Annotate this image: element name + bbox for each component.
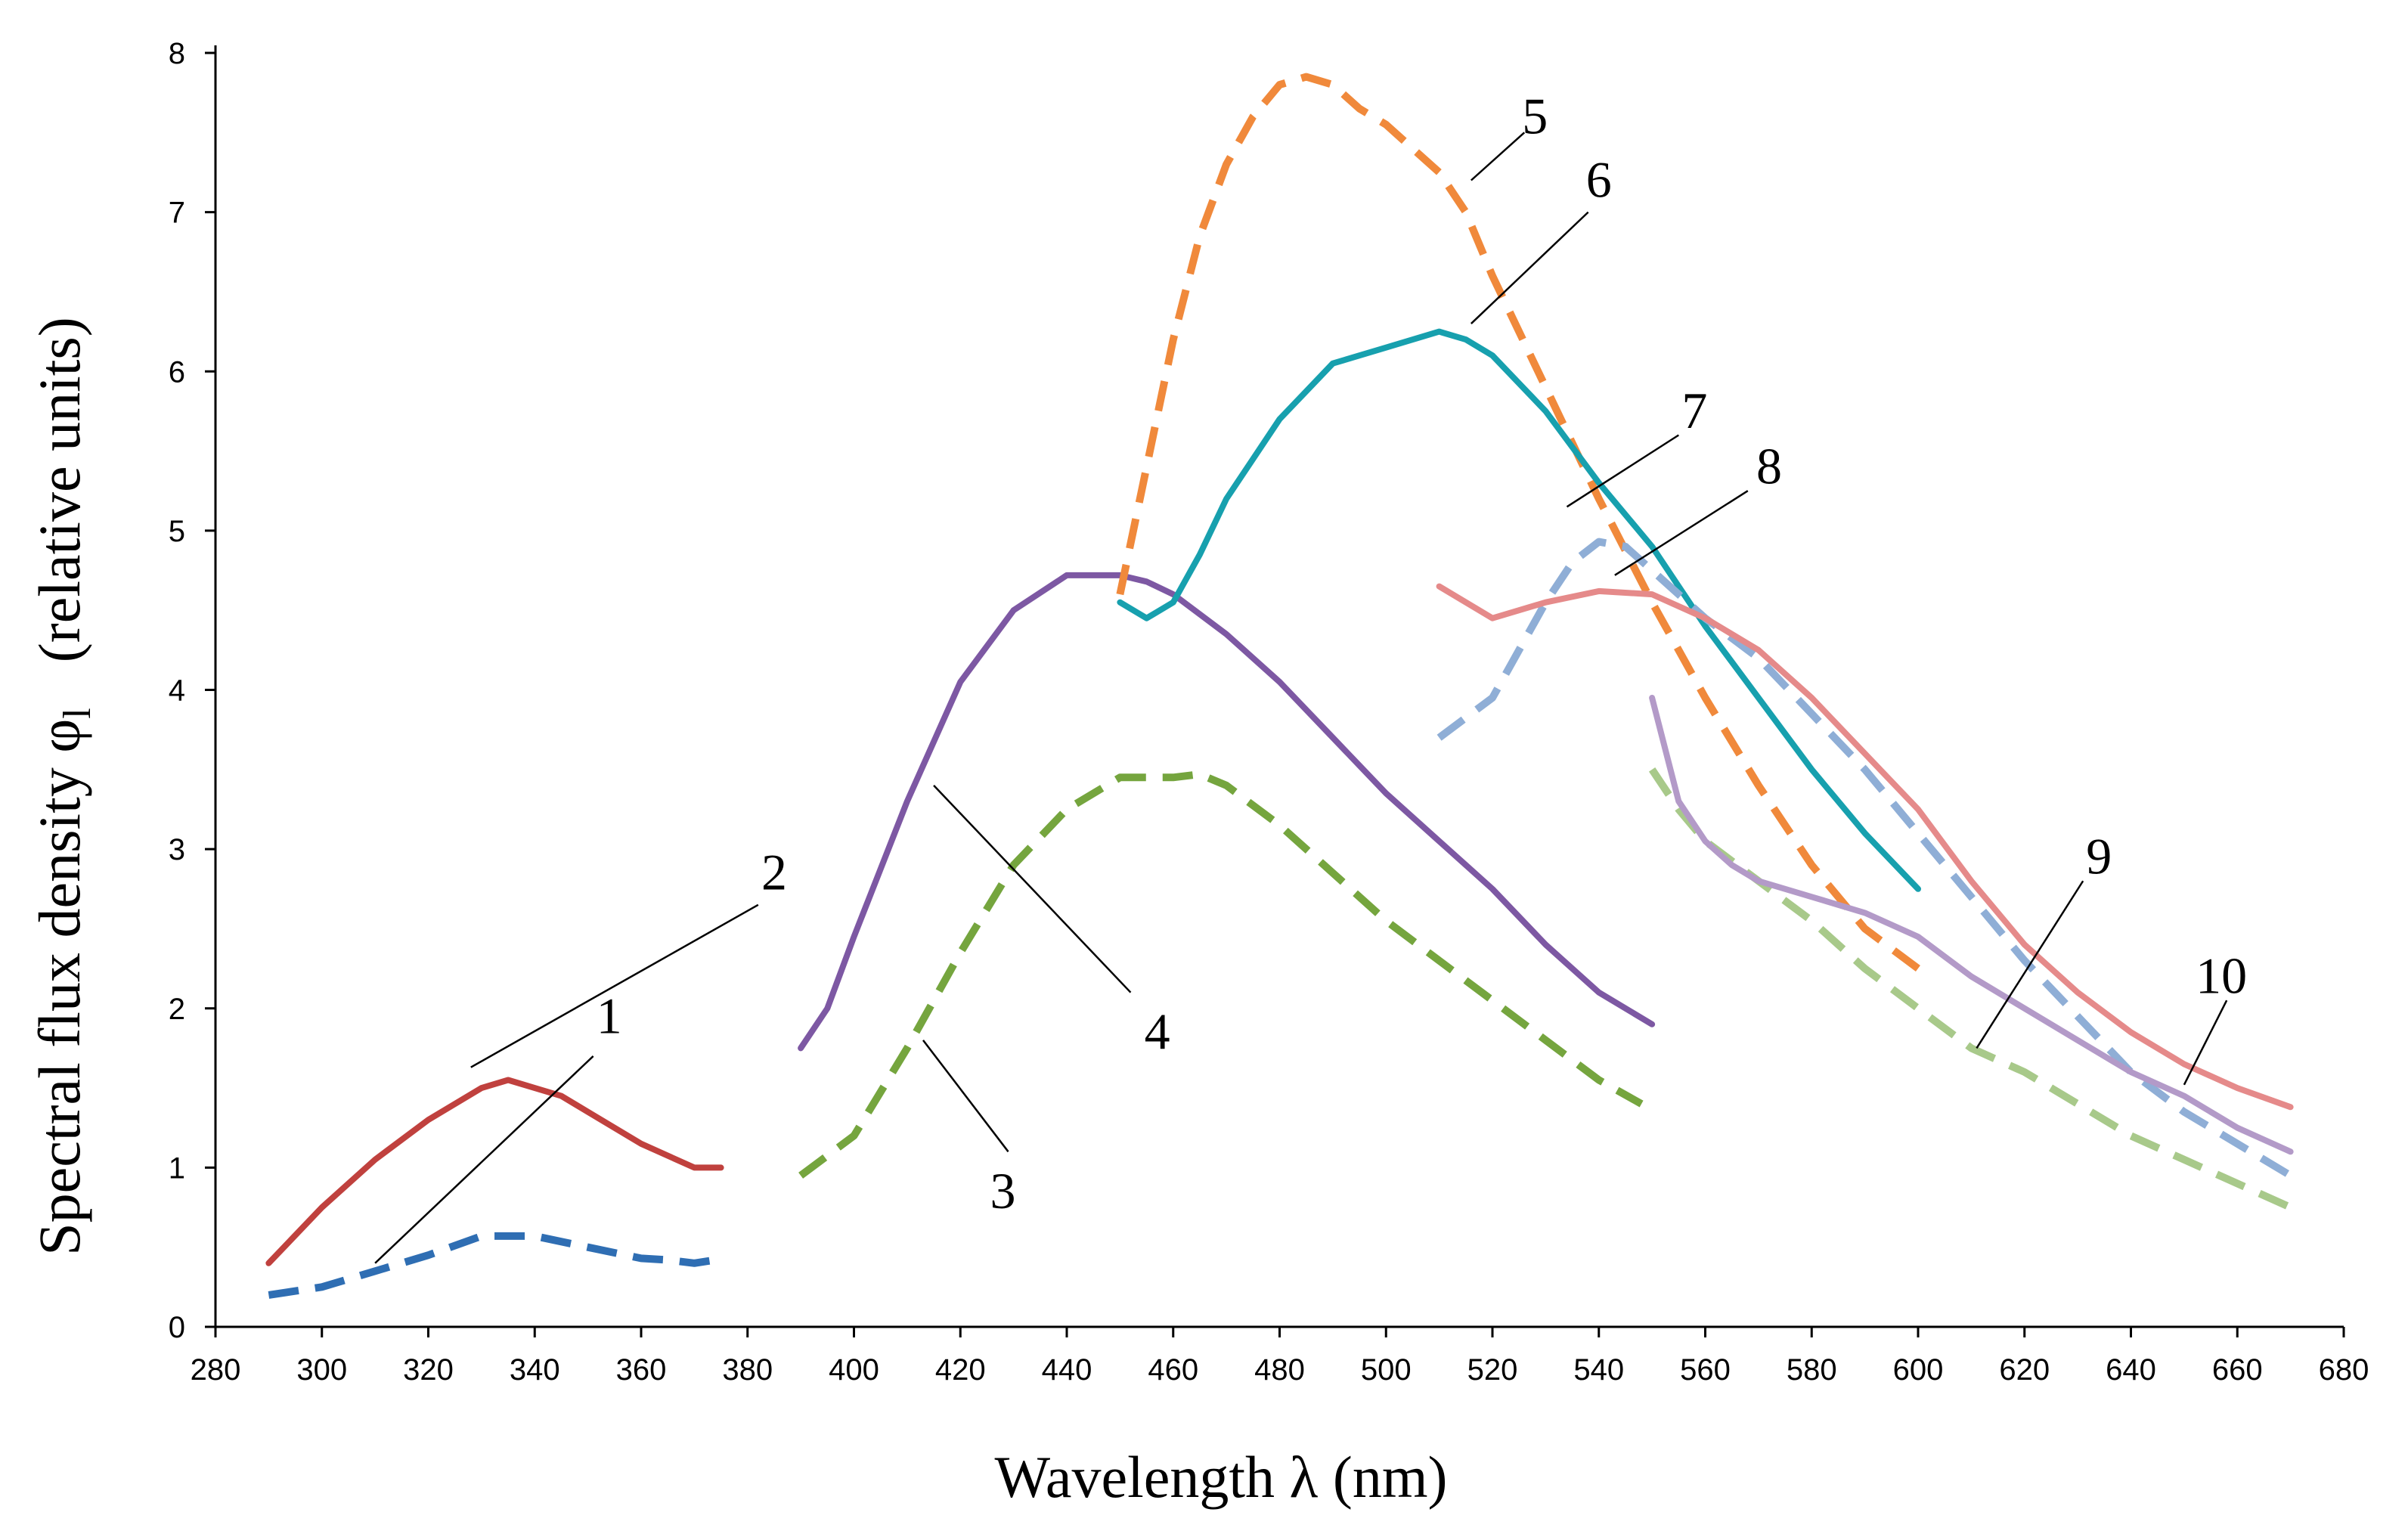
annotation-leader-7 <box>1566 434 1679 508</box>
annotation-leader-4 <box>933 785 1132 993</box>
y-tick-label: 1 <box>169 1151 185 1185</box>
series-line-3 <box>798 770 1644 1179</box>
annotation-label-8: 8 <box>1756 438 1782 495</box>
series-line-5 <box>1116 73 1920 972</box>
y-tick-label: 5 <box>169 515 185 548</box>
series-line-1 <box>268 1232 717 1299</box>
x-tick-label: 320 <box>403 1353 454 1387</box>
x-tick-label: 520 <box>1467 1353 1518 1387</box>
annotation-label-5: 5 <box>1522 87 1548 144</box>
annotation-leader-10 <box>2183 999 2228 1086</box>
annotation-label-4: 4 <box>1145 1003 1170 1060</box>
series-layer <box>265 73 2294 1299</box>
x-tick-label: 600 <box>1893 1353 1944 1387</box>
x-tick-label: 560 <box>1680 1353 1731 1387</box>
x-tick-label: 300 <box>296 1353 347 1387</box>
y-tick-label: 3 <box>169 833 185 866</box>
axes: 280 300 320 340 360 380 400 420 440 460 480 500 520 5… <box>169 37 2369 1387</box>
series-line-4 <box>798 572 1656 1052</box>
annotation-leader-8 <box>1614 490 1749 576</box>
x-tick-label: 540 <box>1573 1353 1624 1387</box>
x-tick-label: 440 <box>1042 1353 1092 1387</box>
annotation-leader-3 <box>922 1040 1009 1153</box>
x-tick-label: 580 <box>1787 1353 1837 1387</box>
annotation-leader-6 <box>1470 211 1589 324</box>
x-tick-label: 640 <box>2106 1353 2156 1387</box>
y-tick-label: 7 <box>169 197 185 230</box>
x-tick-label: 660 <box>2212 1353 2263 1387</box>
x-tick-label: 620 <box>1999 1353 2050 1387</box>
annotation-label-1: 1 <box>597 987 622 1044</box>
x-tick-label: 500 <box>1361 1353 1412 1387</box>
y-axis-title: Spectral flux density φl (relative units) <box>26 317 99 1256</box>
x-tick-label: 280 <box>191 1353 241 1387</box>
series-line-10 <box>1649 695 2294 1155</box>
y-tick-label: 0 <box>169 1311 185 1344</box>
annotation-label-7: 7 <box>1681 382 1707 439</box>
x-tick-label: 460 <box>1148 1353 1198 1387</box>
x-tick-label: 400 <box>829 1353 879 1387</box>
y-tick-label: 2 <box>169 993 185 1026</box>
x-tick-label: 680 <box>2319 1353 2369 1387</box>
series-line-9 <box>1648 767 2292 1211</box>
series-line-7 <box>1436 538 2293 1179</box>
annotation-label-2: 2 <box>761 844 787 901</box>
x-tick-label: 340 <box>510 1353 560 1387</box>
x-tick-label: 420 <box>935 1353 986 1387</box>
y-tick-label: 4 <box>169 674 185 708</box>
y-tick-label: 8 <box>169 37 185 70</box>
annotation-label-6: 6 <box>1586 151 1612 209</box>
annotation-leader-5 <box>1471 132 1526 181</box>
annotation-label-10: 10 <box>2196 947 2247 1005</box>
annotation-leader-2 <box>470 903 759 1068</box>
x-tick-label: 480 <box>1254 1353 1305 1387</box>
annotation-leader-1 <box>374 1055 594 1264</box>
y-axis-title-main: Spectral flux density φ <box>26 719 92 1256</box>
series-line-2 <box>265 1077 724 1266</box>
annotation-label-3: 3 <box>990 1162 1016 1219</box>
x-axis-title: Wavelength λ (nm) <box>994 1444 1447 1510</box>
annotation-leader-9 <box>1976 880 2084 1049</box>
x-tick-label: 380 <box>722 1353 773 1387</box>
annotation-label-9: 9 <box>2086 828 2112 885</box>
y-tick-label: 6 <box>169 355 185 389</box>
x-tick-label: 360 <box>616 1353 667 1387</box>
y-axis-title-group: Spectral flux density φl (relative units) <box>26 317 99 1256</box>
y-axis-title-subscript: l <box>56 708 99 718</box>
series-line-6 <box>1117 328 1921 892</box>
y-axis-title-suffix: (relative units) <box>26 317 92 662</box>
series-line-8 <box>1436 583 2294 1111</box>
